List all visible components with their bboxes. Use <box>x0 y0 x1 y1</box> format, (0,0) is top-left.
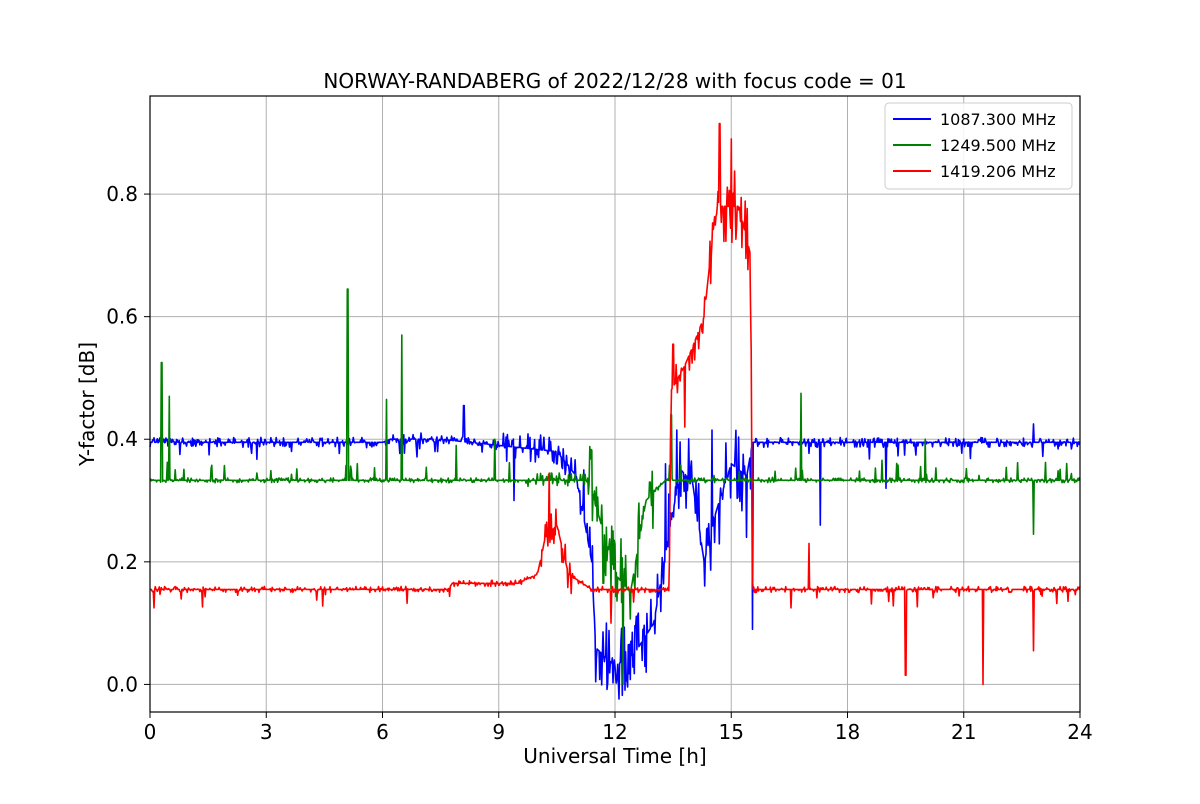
legend-entry: 1249.500 MHz <box>893 136 1056 155</box>
chart-title: NORWAY-RANDABERG of 2022/12/28 with focu… <box>323 69 906 93</box>
legend-label: 1087.300 MHz <box>940 110 1056 129</box>
y-tick-label: 0.8 <box>106 182 138 206</box>
series-lines <box>149 122 1081 700</box>
x-tick-label: 0 <box>144 720 157 744</box>
y-tick-label: 0.2 <box>106 550 138 574</box>
x-tick-label: 15 <box>719 720 744 744</box>
series-line <box>149 288 1081 686</box>
axis-ticks: 0 3 6 9 12 15 18 21 24 0.0 0.2 0.4 0.6 0.8 <box>106 182 1093 744</box>
legend-label: 1419.206 MHz <box>940 162 1056 181</box>
legend: 1087.300 MHz 1249.500 MHz 1419.206 MHz <box>884 102 1073 190</box>
y-tick-label: 0.4 <box>106 427 138 451</box>
x-tick-label: 6 <box>376 720 389 744</box>
legend-label: 1249.500 MHz <box>940 136 1056 155</box>
series-line <box>149 122 1081 686</box>
x-tick-label: 3 <box>260 720 273 744</box>
y-tick-label: 0.0 <box>106 672 138 696</box>
x-tick-label: 18 <box>835 720 860 744</box>
legend-entry: 1419.206 MHz <box>893 162 1056 181</box>
x-tick-label: 24 <box>1067 720 1092 744</box>
legend-box <box>884 102 1073 190</box>
y-tick-label: 0.6 <box>106 305 138 329</box>
x-tick-label: 21 <box>951 720 976 744</box>
x-tick-label: 12 <box>602 720 627 744</box>
x-axis-label: Universal Time [h] <box>523 744 706 768</box>
legend-entry: 1087.300 MHz <box>893 110 1056 129</box>
x-tick-label: 9 <box>492 720 505 744</box>
y-axis-label: Y-factor [dB] <box>75 342 99 467</box>
